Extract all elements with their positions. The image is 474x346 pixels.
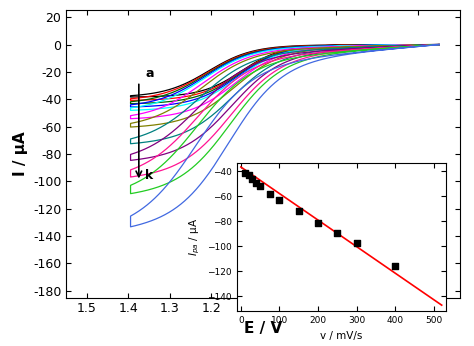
Point xyxy=(295,209,302,214)
Text: k: k xyxy=(145,169,153,182)
Y-axis label: I / μA: I / μA xyxy=(13,132,27,176)
Point xyxy=(241,170,248,175)
Point xyxy=(353,240,361,245)
Point xyxy=(334,230,341,235)
Point xyxy=(249,176,256,182)
Y-axis label: $I_{pa}$ / μA: $I_{pa}$ / μA xyxy=(187,218,202,256)
Point xyxy=(245,172,252,178)
Point xyxy=(276,197,283,203)
Point xyxy=(256,184,264,189)
X-axis label: E / V: E / V xyxy=(244,321,282,336)
Point xyxy=(392,264,399,269)
X-axis label: v / mV/s: v / mV/s xyxy=(320,331,363,341)
Point xyxy=(314,220,322,225)
Text: a: a xyxy=(145,67,154,80)
Point xyxy=(253,180,260,185)
Point xyxy=(266,191,273,197)
